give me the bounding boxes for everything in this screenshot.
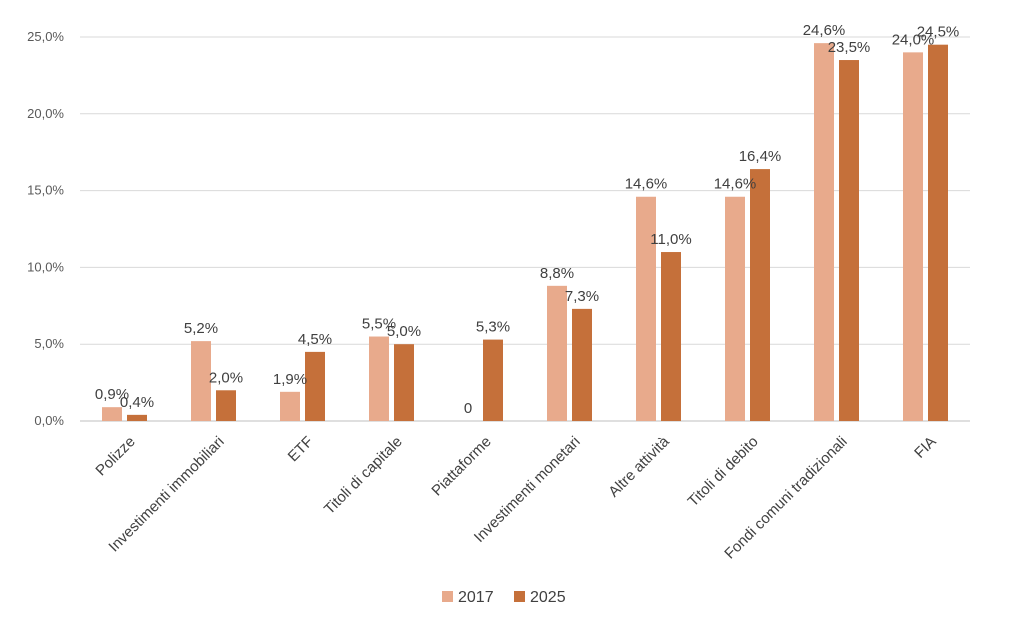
bar-2025	[572, 308, 592, 421]
data-label-2017: 14,6%	[625, 176, 668, 193]
y-axis: 0,0% 5,0% 10,0% 15,0% 20,0% 25,0%	[27, 29, 64, 428]
y-tick-label: 5,0%	[34, 336, 64, 351]
data-label-2025: 11,0%	[650, 231, 691, 248]
gridlines	[80, 36, 970, 422]
x-tick-label: ETF	[285, 433, 317, 465]
bar-2025	[394, 344, 414, 421]
data-label-2017: 0,9%	[95, 386, 129, 403]
bar-2017	[547, 285, 567, 421]
legend-swatch-2025	[514, 591, 525, 602]
x-tick-label: Piattaforme	[428, 433, 494, 499]
data-label-2025: 4,5%	[298, 331, 332, 348]
y-tick-label: 15,0%	[27, 183, 64, 198]
legend-swatch-2017	[442, 591, 453, 602]
bar-2025	[483, 339, 503, 421]
data-label-2017: 24,0%	[892, 31, 935, 48]
bar-2025	[750, 169, 770, 421]
data-label-2025: 16,4%	[739, 148, 782, 165]
legend: 2017 2025	[442, 589, 566, 606]
bars	[102, 43, 948, 422]
data-label-2025: 5,3%	[476, 319, 510, 336]
data-label-2017: 5,5%	[362, 316, 396, 333]
data-label-2025: 2,0%	[209, 369, 243, 386]
data-label-2025: 0,4%	[120, 394, 154, 411]
bar-2017	[191, 341, 211, 421]
y-tick-label: 10,0%	[27, 259, 64, 274]
y-tick-label: 20,0%	[27, 106, 64, 121]
data-label-2025: 24,5%	[917, 24, 960, 41]
bar-2017	[280, 391, 300, 421]
data-label-2017: 1,9%	[273, 371, 307, 388]
data-label-2025: 7,3%	[565, 288, 599, 305]
data-label-2017: 0	[464, 400, 472, 417]
legend-label-2025: 2025	[530, 589, 566, 606]
data-label-2017: 5,2%	[184, 320, 218, 337]
data-label-2025: 5,0%	[387, 323, 421, 340]
bar-2025	[216, 390, 236, 421]
data-label-2025: 23,5%	[828, 39, 871, 56]
data-labels: 0,9%0,4% 5,2% 2,0% 1,9% 4,5% 5,5%5,0% 0 5,3% 8,8…	[95, 22, 959, 417]
bar-2017	[725, 196, 745, 421]
bar-2025	[127, 414, 147, 421]
bar-2017	[636, 196, 656, 421]
bar-2025	[661, 252, 681, 421]
x-tick-label: Titoli di debito	[685, 433, 762, 510]
data-label-2017: 24,6%	[803, 22, 846, 39]
legend-label-2017: 2017	[458, 589, 494, 606]
y-tick-label: 25,0%	[27, 29, 64, 44]
x-tick-label: FIA	[911, 433, 940, 462]
bar-2017	[814, 43, 834, 421]
data-label-2017: 14,6%	[714, 176, 757, 193]
bar-2017	[102, 407, 122, 421]
bar-2017	[903, 52, 923, 422]
x-tick-label: Altre attività	[605, 433, 673, 501]
y-tick-label: 0,0%	[34, 413, 64, 428]
x-tick-label: Polizze	[92, 433, 138, 479]
bar-2025	[928, 44, 948, 422]
data-label-2017: 8,8%	[540, 265, 574, 282]
bar-2017	[369, 336, 389, 421]
bar-2025	[305, 351, 325, 421]
x-tick-label: Titoli di capitale	[321, 433, 406, 518]
bar-2025	[839, 60, 859, 421]
